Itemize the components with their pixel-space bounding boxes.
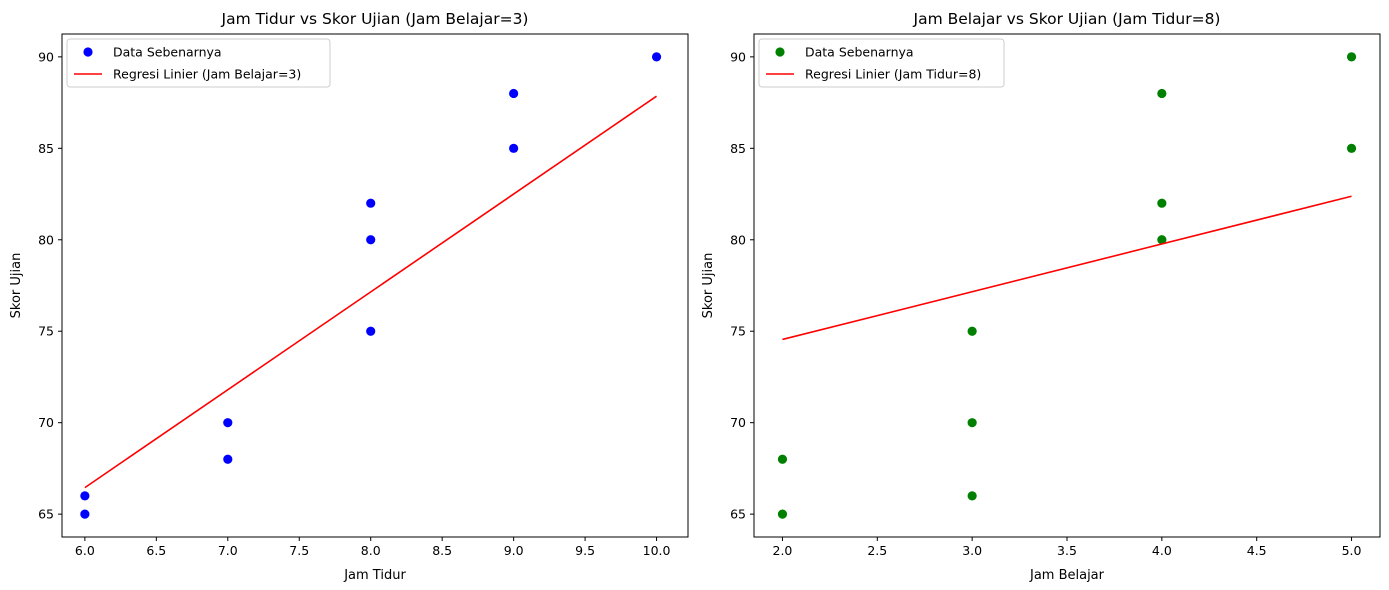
- x-axis-label: Jam Tidur: [343, 568, 406, 583]
- data-point: [967, 418, 977, 428]
- data-point: [80, 491, 90, 501]
- x-tick-label: 2.0: [773, 543, 793, 558]
- x-tick-label: 4.5: [1247, 543, 1267, 558]
- y-tick-label: 80: [730, 232, 746, 247]
- y-tick-label: 70: [38, 415, 54, 430]
- data-point: [1157, 235, 1167, 245]
- legend-label: Regresi Linier (Jam Belajar=3): [113, 67, 301, 82]
- x-tick-label: 8.5: [432, 543, 452, 558]
- x-tick-label: 6.5: [146, 543, 166, 558]
- y-tick-label: 65: [38, 507, 54, 522]
- legend-marker-swatch: [83, 47, 93, 57]
- y-tick-label: 90: [730, 49, 746, 64]
- chart-title: Jam Tidur vs Skor Ujian (Jam Belajar=3): [221, 10, 529, 28]
- y-axis-label: Skor Ujian: [9, 253, 24, 319]
- data-point: [1157, 198, 1167, 208]
- data-point: [1346, 143, 1357, 153]
- y-tick-label: 85: [38, 141, 54, 156]
- regression-line: [782, 195, 1352, 341]
- y-tick-label: 85: [730, 141, 746, 156]
- data-point: [509, 143, 519, 153]
- data-point: [967, 326, 977, 336]
- data-point: [777, 509, 788, 519]
- chart-title: Jam Belajar vs Skor Ujian (Jam Tidur=8): [913, 10, 1221, 28]
- legend-label: Data Sebenarnya: [113, 45, 222, 60]
- legend-label: Regresi Linier (Jam Tidur=8): [805, 67, 981, 82]
- data-point: [651, 52, 662, 62]
- x-tick-label: 7.0: [218, 543, 238, 558]
- data-point: [509, 88, 519, 99]
- y-axis-label: Skor Ujian: [701, 253, 716, 319]
- data-point: [366, 326, 376, 336]
- x-axis-label: Jam Belajar: [1029, 568, 1105, 583]
- x-tick-label: 3.5: [1057, 543, 1077, 558]
- x-tick-label: 7.5: [289, 543, 309, 558]
- x-tick-label: 9.0: [504, 543, 524, 558]
- data-point: [1346, 52, 1357, 62]
- x-tick-label: 3.0: [962, 543, 982, 558]
- legend-box: [758, 38, 1005, 88]
- regression-line: [84, 95, 658, 489]
- data-point: [1157, 88, 1167, 99]
- data-point: [967, 491, 977, 501]
- plot-frame: [61, 33, 689, 538]
- y-tick-label: 75: [38, 324, 54, 339]
- y-tick-label: 80: [38, 232, 54, 247]
- x-tick-label: 8.0: [361, 543, 381, 558]
- legend: Data Sebenarnya Regresi Linier (Jam Tidur…: [758, 38, 1005, 88]
- data-point: [223, 418, 233, 428]
- x-tick-label: 4.0: [1152, 543, 1172, 558]
- data-point: [80, 509, 90, 519]
- x-tick-label: 6.0: [75, 543, 95, 558]
- y-tick-label: 75: [730, 324, 746, 339]
- data-point: [366, 198, 376, 208]
- data-point: [777, 454, 788, 464]
- legend-box: [66, 38, 331, 88]
- x-tick-label: 2.5: [867, 543, 887, 558]
- x-tick-label: 9.5: [575, 543, 595, 558]
- legend-marker-swatch: [775, 47, 785, 57]
- chart-panel-2: Jam Belajar vs Skor Ujian (Jam Tidur=8) 2…: [701, 10, 1381, 583]
- y-tick-label: 70: [730, 415, 746, 430]
- x-tick-label: 5.0: [1342, 543, 1362, 558]
- legend-label: Data Sebenarnya: [805, 45, 914, 60]
- data-point: [366, 235, 376, 245]
- data-point: [223, 454, 233, 464]
- legend: Data Sebenarnya Regresi Linier (Jam Belaj…: [66, 38, 331, 88]
- chart-panel-1: Jam Tidur vs Skor Ujian (Jam Belajar=3) 6…: [9, 10, 689, 583]
- y-tick-label: 65: [730, 507, 746, 522]
- y-tick-label: 90: [38, 49, 54, 64]
- x-tick-label: 10.0: [643, 543, 671, 558]
